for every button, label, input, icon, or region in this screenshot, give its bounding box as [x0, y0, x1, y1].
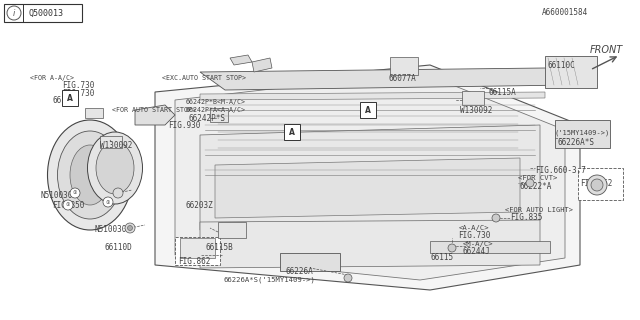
Bar [175, 237, 220, 265]
Text: <FOR AUTO START STOP>: <FOR AUTO START STOP> [112, 107, 196, 113]
Text: 66110C: 66110C [548, 60, 576, 69]
Text: i: i [13, 9, 15, 18]
Text: ①: ① [73, 190, 77, 196]
Text: 66115: 66115 [430, 253, 453, 262]
Circle shape [344, 274, 352, 282]
Bar [180, 238, 215, 258]
Text: W130092: W130092 [460, 106, 492, 115]
Bar [62, 90, 78, 106]
Polygon shape [175, 72, 565, 280]
Text: A: A [67, 93, 73, 102]
Circle shape [526, 179, 534, 187]
Circle shape [448, 244, 456, 252]
Bar [284, 124, 300, 140]
Text: 66244J: 66244J [462, 247, 490, 257]
Text: FIG.850: FIG.850 [52, 201, 84, 210]
Bar [280, 253, 340, 271]
Text: 66226A*S('15MY1409->): 66226A*S('15MY1409->) [223, 277, 315, 283]
Text: ①: ① [66, 203, 70, 207]
Circle shape [492, 214, 500, 222]
Polygon shape [200, 220, 540, 268]
Text: Q500013: Q500013 [28, 9, 63, 18]
Text: <M-A/C>: <M-A/C> [463, 241, 493, 247]
Polygon shape [215, 158, 520, 218]
Text: <FOR AUTO LIGHT>: <FOR AUTO LIGHT> [505, 207, 573, 213]
Bar [218, 222, 246, 238]
Text: <FOR A-A/C>: <FOR A-A/C> [30, 75, 74, 81]
Circle shape [587, 175, 607, 195]
Text: <EXC.AUTO START STOP>: <EXC.AUTO START STOP> [162, 75, 246, 81]
Polygon shape [200, 68, 570, 90]
Circle shape [103, 197, 113, 207]
Text: A: A [289, 127, 295, 137]
Circle shape [70, 188, 80, 198]
Text: A660001584: A660001584 [542, 7, 588, 17]
Text: 66203Z: 66203Z [185, 201, 212, 210]
Circle shape [591, 179, 603, 191]
Circle shape [7, 6, 21, 20]
Text: 66222*A: 66222*A [520, 181, 552, 190]
Text: FIG.730: FIG.730 [458, 231, 490, 241]
Text: N510030: N510030 [40, 190, 72, 199]
Circle shape [127, 226, 132, 230]
Polygon shape [252, 58, 272, 72]
Ellipse shape [88, 132, 143, 204]
Circle shape [125, 223, 135, 233]
Bar [100, 136, 122, 148]
Circle shape [63, 200, 73, 210]
Text: 66110D: 66110D [104, 244, 132, 252]
Text: W130092: W130092 [100, 140, 132, 149]
Text: FIG.730: FIG.730 [62, 81, 94, 90]
Text: 66242P*S: 66242P*S [188, 114, 225, 123]
Polygon shape [200, 92, 545, 100]
Text: FIG.930: FIG.930 [168, 121, 200, 130]
Ellipse shape [70, 145, 110, 205]
Bar [578, 168, 623, 200]
Text: 66180: 66180 [52, 95, 75, 105]
Bar [85, 108, 103, 118]
Ellipse shape [58, 131, 122, 219]
Text: FIG.862: FIG.862 [178, 258, 211, 267]
Text: FIG.730: FIG.730 [62, 89, 94, 98]
Bar [4, 4, 82, 22]
Text: <A-A/C>: <A-A/C> [459, 225, 490, 231]
Bar [555, 120, 610, 148]
Text: 66242P*B<M-A/C>: 66242P*B<M-A/C> [186, 99, 246, 105]
Text: 66115A: 66115A [488, 87, 516, 97]
Polygon shape [200, 125, 540, 230]
Polygon shape [155, 65, 580, 290]
Text: A: A [365, 106, 371, 115]
Text: 66115B: 66115B [205, 243, 233, 252]
Circle shape [113, 188, 123, 198]
Text: FIG.862: FIG.862 [580, 179, 612, 188]
Text: FRONT: FRONT [590, 45, 623, 55]
Bar [360, 102, 376, 118]
Text: FIG.660-3,7: FIG.660-3,7 [535, 165, 586, 174]
Polygon shape [135, 105, 175, 125]
Text: ('15MY1409->): ('15MY1409->) [554, 130, 609, 136]
Text: 66077A: 66077A [388, 74, 416, 83]
Text: 66226A: 66226A [285, 268, 313, 276]
Bar [462, 91, 484, 105]
Bar [545, 56, 597, 88]
Text: 66242P*A<A-A/C>: 66242P*A<A-A/C> [186, 107, 246, 113]
Bar [390, 57, 418, 75]
Text: FIG.835: FIG.835 [510, 213, 542, 222]
Ellipse shape [96, 142, 134, 194]
Text: ①: ① [106, 199, 110, 204]
Polygon shape [230, 55, 252, 65]
Text: 66226A*S: 66226A*S [558, 138, 595, 147]
Bar [210, 108, 228, 122]
Text: N510030: N510030 [94, 226, 126, 235]
Bar [430, 241, 550, 253]
Text: <FOR CVT>: <FOR CVT> [518, 175, 557, 181]
Ellipse shape [47, 120, 132, 230]
